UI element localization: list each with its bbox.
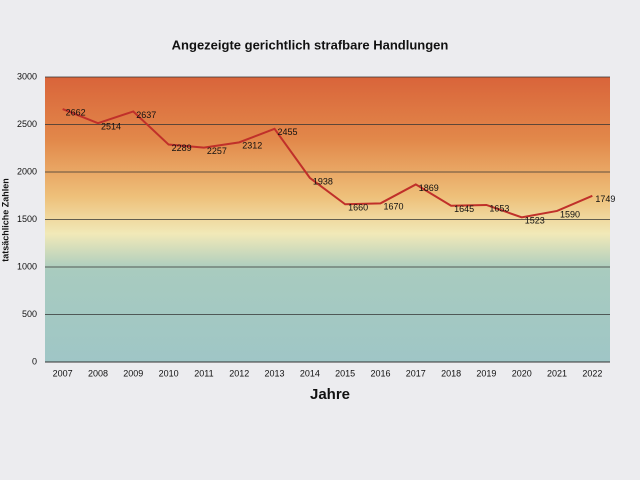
y-tick-label: 2000 xyxy=(17,166,37,176)
data-label: 1670 xyxy=(383,202,403,212)
x-tick-label: 2009 xyxy=(123,368,143,378)
y-axis-title: tatsächliche Zahlen xyxy=(0,178,10,262)
x-tick-label: 2011 xyxy=(194,368,213,378)
data-label: 2289 xyxy=(172,143,192,153)
x-tick-label: 2007 xyxy=(53,368,73,378)
data-label: 1523 xyxy=(525,216,545,226)
x-tick-label: 2008 xyxy=(88,368,108,378)
x-tick-label: 2022 xyxy=(582,368,602,378)
y-tick-label: 500 xyxy=(22,309,37,319)
y-tick-label: 1000 xyxy=(17,261,37,271)
data-label: 1653 xyxy=(489,203,509,213)
y-tick-label: 2500 xyxy=(17,119,37,129)
x-tick-label: 2012 xyxy=(229,368,249,378)
data-label: 2257 xyxy=(207,146,227,156)
x-tick-label: 2021 xyxy=(547,368,567,378)
data-line xyxy=(62,108,593,219)
data-label: 2312 xyxy=(242,141,262,151)
x-tick-label: 2018 xyxy=(441,368,461,378)
x-tick-label: 2019 xyxy=(476,368,496,378)
data-label: 1869 xyxy=(419,183,439,193)
x-tick-label: 2014 xyxy=(300,368,320,378)
y-tick-label: 1500 xyxy=(17,214,37,224)
x-tick-label: 2010 xyxy=(159,368,179,378)
data-label: 1938 xyxy=(313,176,333,186)
x-tick-label: 2013 xyxy=(265,368,285,378)
x-tick-label: 2016 xyxy=(370,368,390,378)
y-tick-label: 0 xyxy=(32,356,37,366)
x-tick-label: 2015 xyxy=(335,368,355,378)
x-axis-title: Jahre xyxy=(310,386,350,403)
data-label: 2637 xyxy=(136,110,156,120)
x-tick-label: 2017 xyxy=(406,368,426,378)
data-label: 2662 xyxy=(66,107,86,117)
data-label: 1645 xyxy=(454,204,474,214)
data-label: 1749 xyxy=(595,194,615,204)
data-label: 2455 xyxy=(278,127,298,137)
y-tick-label: 3000 xyxy=(17,71,37,81)
data-label: 1590 xyxy=(560,209,580,219)
chart-title: Angezeigte gerichtlich strafbare Handlun… xyxy=(172,37,449,52)
x-tick-label: 2020 xyxy=(512,368,532,378)
data-label: 1660 xyxy=(348,203,368,213)
data-label: 2514 xyxy=(101,122,121,132)
